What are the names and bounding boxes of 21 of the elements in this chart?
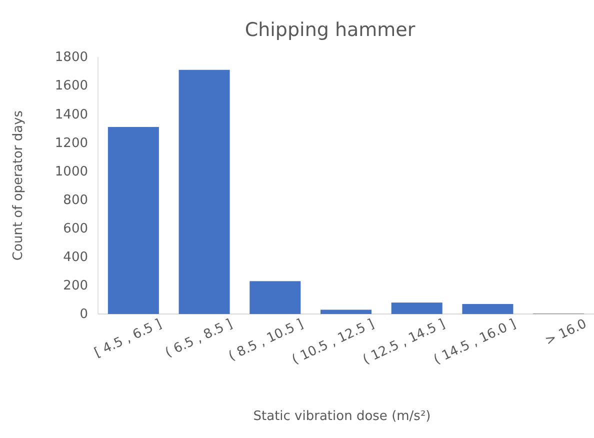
y-tick-label: 400 [63, 250, 88, 266]
y-tick-label: 800 [63, 192, 88, 208]
y-tick-label: 1800 [54, 50, 88, 66]
bar [108, 126, 159, 314]
bar [320, 310, 372, 314]
y-tick-label: 1200 [54, 136, 88, 151]
y-tick-label: 600 [63, 221, 88, 236]
y-tick-label: 200 [63, 278, 88, 294]
x-tick-label: > 16.0 [542, 316, 590, 349]
y-tick-label: 1000 [54, 164, 88, 180]
bar [250, 281, 301, 314]
bar [391, 302, 442, 314]
x-tick-label: [ 4.5 , 6.5 ] [92, 316, 164, 361]
x-axis-title: Static vibration dose (m/s²) [253, 409, 431, 424]
y-tick-label: 0 [80, 307, 88, 322]
y-tick-label: 1600 [54, 78, 88, 94]
bar [178, 70, 230, 314]
bar [462, 304, 514, 314]
chart-title: Chipping hammer [244, 19, 416, 41]
y-axis-title: Count of operator days [11, 110, 26, 261]
y-tick-label: 1400 [54, 107, 88, 122]
